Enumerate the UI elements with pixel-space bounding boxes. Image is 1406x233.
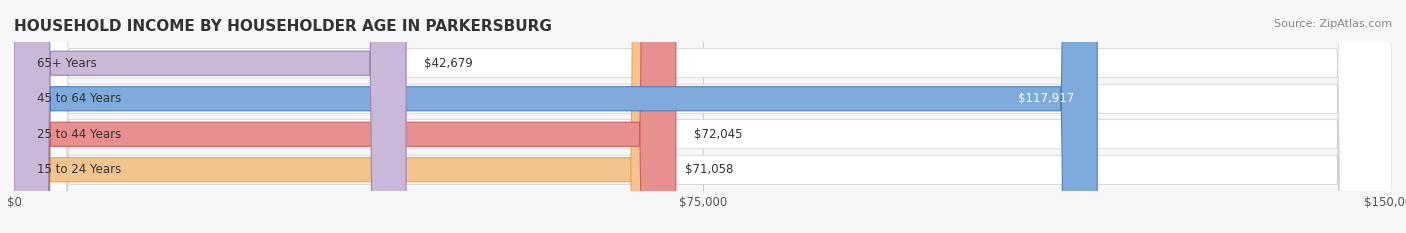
Text: 15 to 24 Years: 15 to 24 Years	[37, 163, 121, 176]
FancyBboxPatch shape	[14, 0, 406, 233]
Text: $72,045: $72,045	[695, 128, 742, 141]
FancyBboxPatch shape	[14, 0, 1392, 233]
FancyBboxPatch shape	[14, 0, 666, 233]
Text: Source: ZipAtlas.com: Source: ZipAtlas.com	[1274, 19, 1392, 29]
FancyBboxPatch shape	[14, 0, 1392, 233]
FancyBboxPatch shape	[14, 0, 676, 233]
FancyBboxPatch shape	[14, 0, 1392, 233]
Text: $42,679: $42,679	[425, 57, 474, 70]
FancyBboxPatch shape	[14, 0, 1392, 233]
Text: 65+ Years: 65+ Years	[37, 57, 97, 70]
FancyBboxPatch shape	[14, 0, 1097, 233]
Text: $117,917: $117,917	[1018, 92, 1074, 105]
Text: $71,058: $71,058	[685, 163, 734, 176]
Text: 25 to 44 Years: 25 to 44 Years	[37, 128, 121, 141]
Text: 45 to 64 Years: 45 to 64 Years	[37, 92, 121, 105]
Text: HOUSEHOLD INCOME BY HOUSEHOLDER AGE IN PARKERSBURG: HOUSEHOLD INCOME BY HOUSEHOLDER AGE IN P…	[14, 19, 553, 34]
